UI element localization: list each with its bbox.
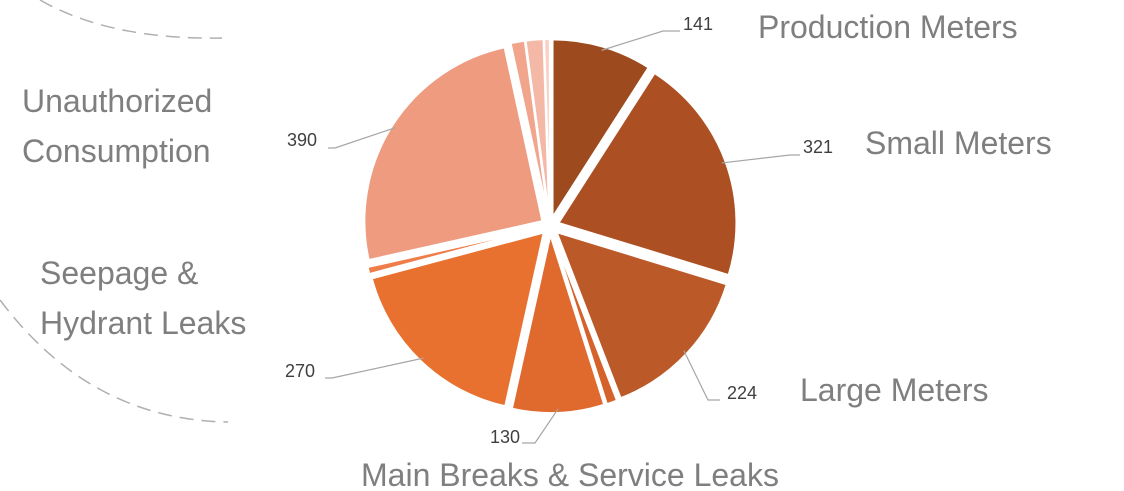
pie-slice <box>370 231 546 408</box>
data-label: 321 <box>803 137 833 157</box>
pie-slice <box>551 38 650 221</box>
data-label: 141 <box>683 14 713 34</box>
category-label: Seepage & Hydrant Leaks <box>40 255 247 341</box>
data-label: 390 <box>287 130 317 150</box>
pie-slice <box>510 231 606 414</box>
decor-arc <box>39 0 223 39</box>
leader-line <box>683 350 720 401</box>
category-label: Production Meters <box>758 9 1018 45</box>
category-label: Large Meters <box>800 372 989 408</box>
pie-slice <box>552 234 619 406</box>
data-label: 224 <box>727 383 757 403</box>
category-label: Unauthorized Consumption <box>22 83 213 169</box>
pie-slice <box>363 46 544 262</box>
pie-slice <box>556 71 738 277</box>
decor-arc <box>0 299 229 423</box>
data-label: 270 <box>285 361 315 381</box>
leader-line <box>522 408 559 444</box>
pie-slice <box>554 230 729 400</box>
category-label: Main Breaks & Service Leaks <box>361 457 779 491</box>
leader-line <box>721 154 800 164</box>
pie-slice <box>543 38 551 218</box>
data-label: 130 <box>490 427 520 447</box>
leader-line <box>328 126 396 149</box>
category-label: Small Meters <box>865 125 1052 161</box>
leader-line <box>325 357 424 379</box>
leader-line <box>601 30 680 51</box>
pie-slice <box>366 227 542 276</box>
